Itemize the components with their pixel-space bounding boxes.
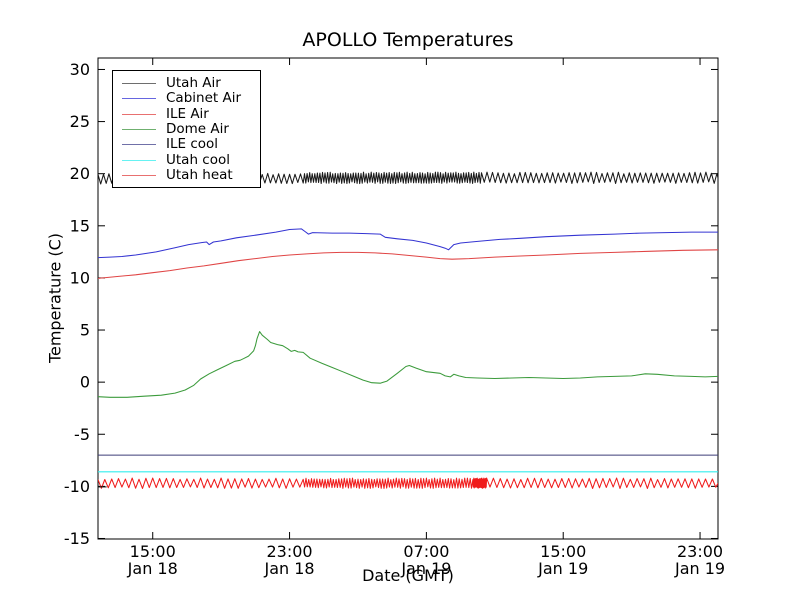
y-tick-label: 30 bbox=[70, 60, 90, 79]
chart-title: APOLLO Temperatures bbox=[302, 29, 514, 51]
series-utah-heat bbox=[98, 477, 718, 489]
x-tick-label-time: 07:00 bbox=[403, 542, 449, 561]
series-dome-air bbox=[98, 331, 718, 398]
legend-line-sample bbox=[122, 159, 156, 161]
y-tick-label: -5 bbox=[74, 425, 90, 444]
legend-label: ILE Air bbox=[166, 105, 209, 122]
legend-item-ile-air: ILE Air bbox=[113, 105, 260, 122]
legend-item-dome-air: Dome Air bbox=[113, 122, 260, 137]
legend-label: ILE cool bbox=[166, 136, 219, 153]
x-tick-label-date: Jan 18 bbox=[264, 559, 315, 578]
legend-item-utah-cool: Utah cool bbox=[113, 152, 260, 167]
legend-line-sample bbox=[122, 129, 156, 131]
legend-label: Utah Air bbox=[166, 75, 221, 92]
y-tick-label: 25 bbox=[70, 112, 90, 131]
y-tick-label: 0 bbox=[80, 373, 90, 392]
x-tick-label-date: Jan 18 bbox=[127, 559, 178, 578]
y-tick-label: 10 bbox=[70, 268, 90, 287]
x-tick-label-time: 23:00 bbox=[267, 542, 313, 561]
x-axis-label: Date (GMT) bbox=[362, 566, 454, 585]
legend-item-ile-cool: ILE cool bbox=[113, 137, 260, 152]
legend-line-sample bbox=[122, 174, 156, 176]
legend-item-cabinet-air: Cabinet Air bbox=[113, 91, 260, 106]
y-tick-label: -10 bbox=[64, 477, 90, 496]
x-tick-label-time: 15:00 bbox=[540, 542, 586, 561]
y-tick-label: 5 bbox=[80, 321, 90, 340]
x-tick-label-time: 15:00 bbox=[130, 542, 176, 561]
legend-label: Cabinet Air bbox=[166, 90, 242, 107]
legend-label: Dome Air bbox=[166, 121, 229, 138]
series-cabinet-air bbox=[98, 228, 718, 259]
legend-line-sample bbox=[122, 83, 156, 85]
legend-line-sample bbox=[122, 144, 156, 146]
y-tick-label: 15 bbox=[70, 216, 90, 235]
x-tick-label-date: Jan 19 bbox=[537, 559, 588, 578]
legend-item-utah-heat: Utah heat bbox=[113, 166, 260, 183]
x-tick-label-time: 23:00 bbox=[677, 542, 723, 561]
y-tick-label: -15 bbox=[64, 529, 90, 548]
y-tick-label: 20 bbox=[70, 164, 90, 183]
legend: Utah Air Cabinet Air ILE Air Dome Air ILE co… bbox=[112, 70, 261, 188]
legend-item-utah-air: Utah Air bbox=[113, 76, 260, 91]
x-tick-label-date: Jan 19 bbox=[674, 559, 725, 578]
legend-line-sample bbox=[122, 98, 156, 100]
y-axis-label: Temperature (C) bbox=[45, 232, 65, 364]
series-ile-air bbox=[98, 249, 718, 279]
legend-label: Utah heat bbox=[166, 166, 233, 183]
legend-line-sample bbox=[122, 113, 156, 115]
x-tick-label-date: Jan 19 bbox=[400, 559, 451, 578]
legend-label: Utah cool bbox=[166, 151, 230, 168]
